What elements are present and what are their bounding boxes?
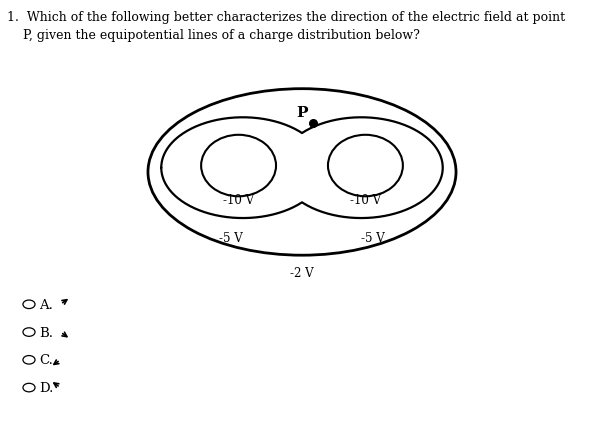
Text: 1.  Which of the following better characterizes the direction of the electric fi: 1. Which of the following better charact… (7, 11, 565, 23)
Text: B.: B. (39, 326, 53, 339)
Text: C.: C. (39, 354, 53, 366)
Text: -5 V: -5 V (219, 231, 243, 244)
Text: P, given the equipotential lines of a charge distribution below?: P, given the equipotential lines of a ch… (7, 29, 420, 42)
Text: -10 V: -10 V (223, 194, 254, 207)
Text: A.: A. (39, 298, 53, 311)
Text: -2 V: -2 V (290, 266, 314, 279)
Text: D.: D. (39, 381, 54, 394)
Text: -10 V: -10 V (350, 194, 381, 207)
Text: P: P (297, 106, 308, 120)
Text: -5 V: -5 V (361, 231, 385, 244)
